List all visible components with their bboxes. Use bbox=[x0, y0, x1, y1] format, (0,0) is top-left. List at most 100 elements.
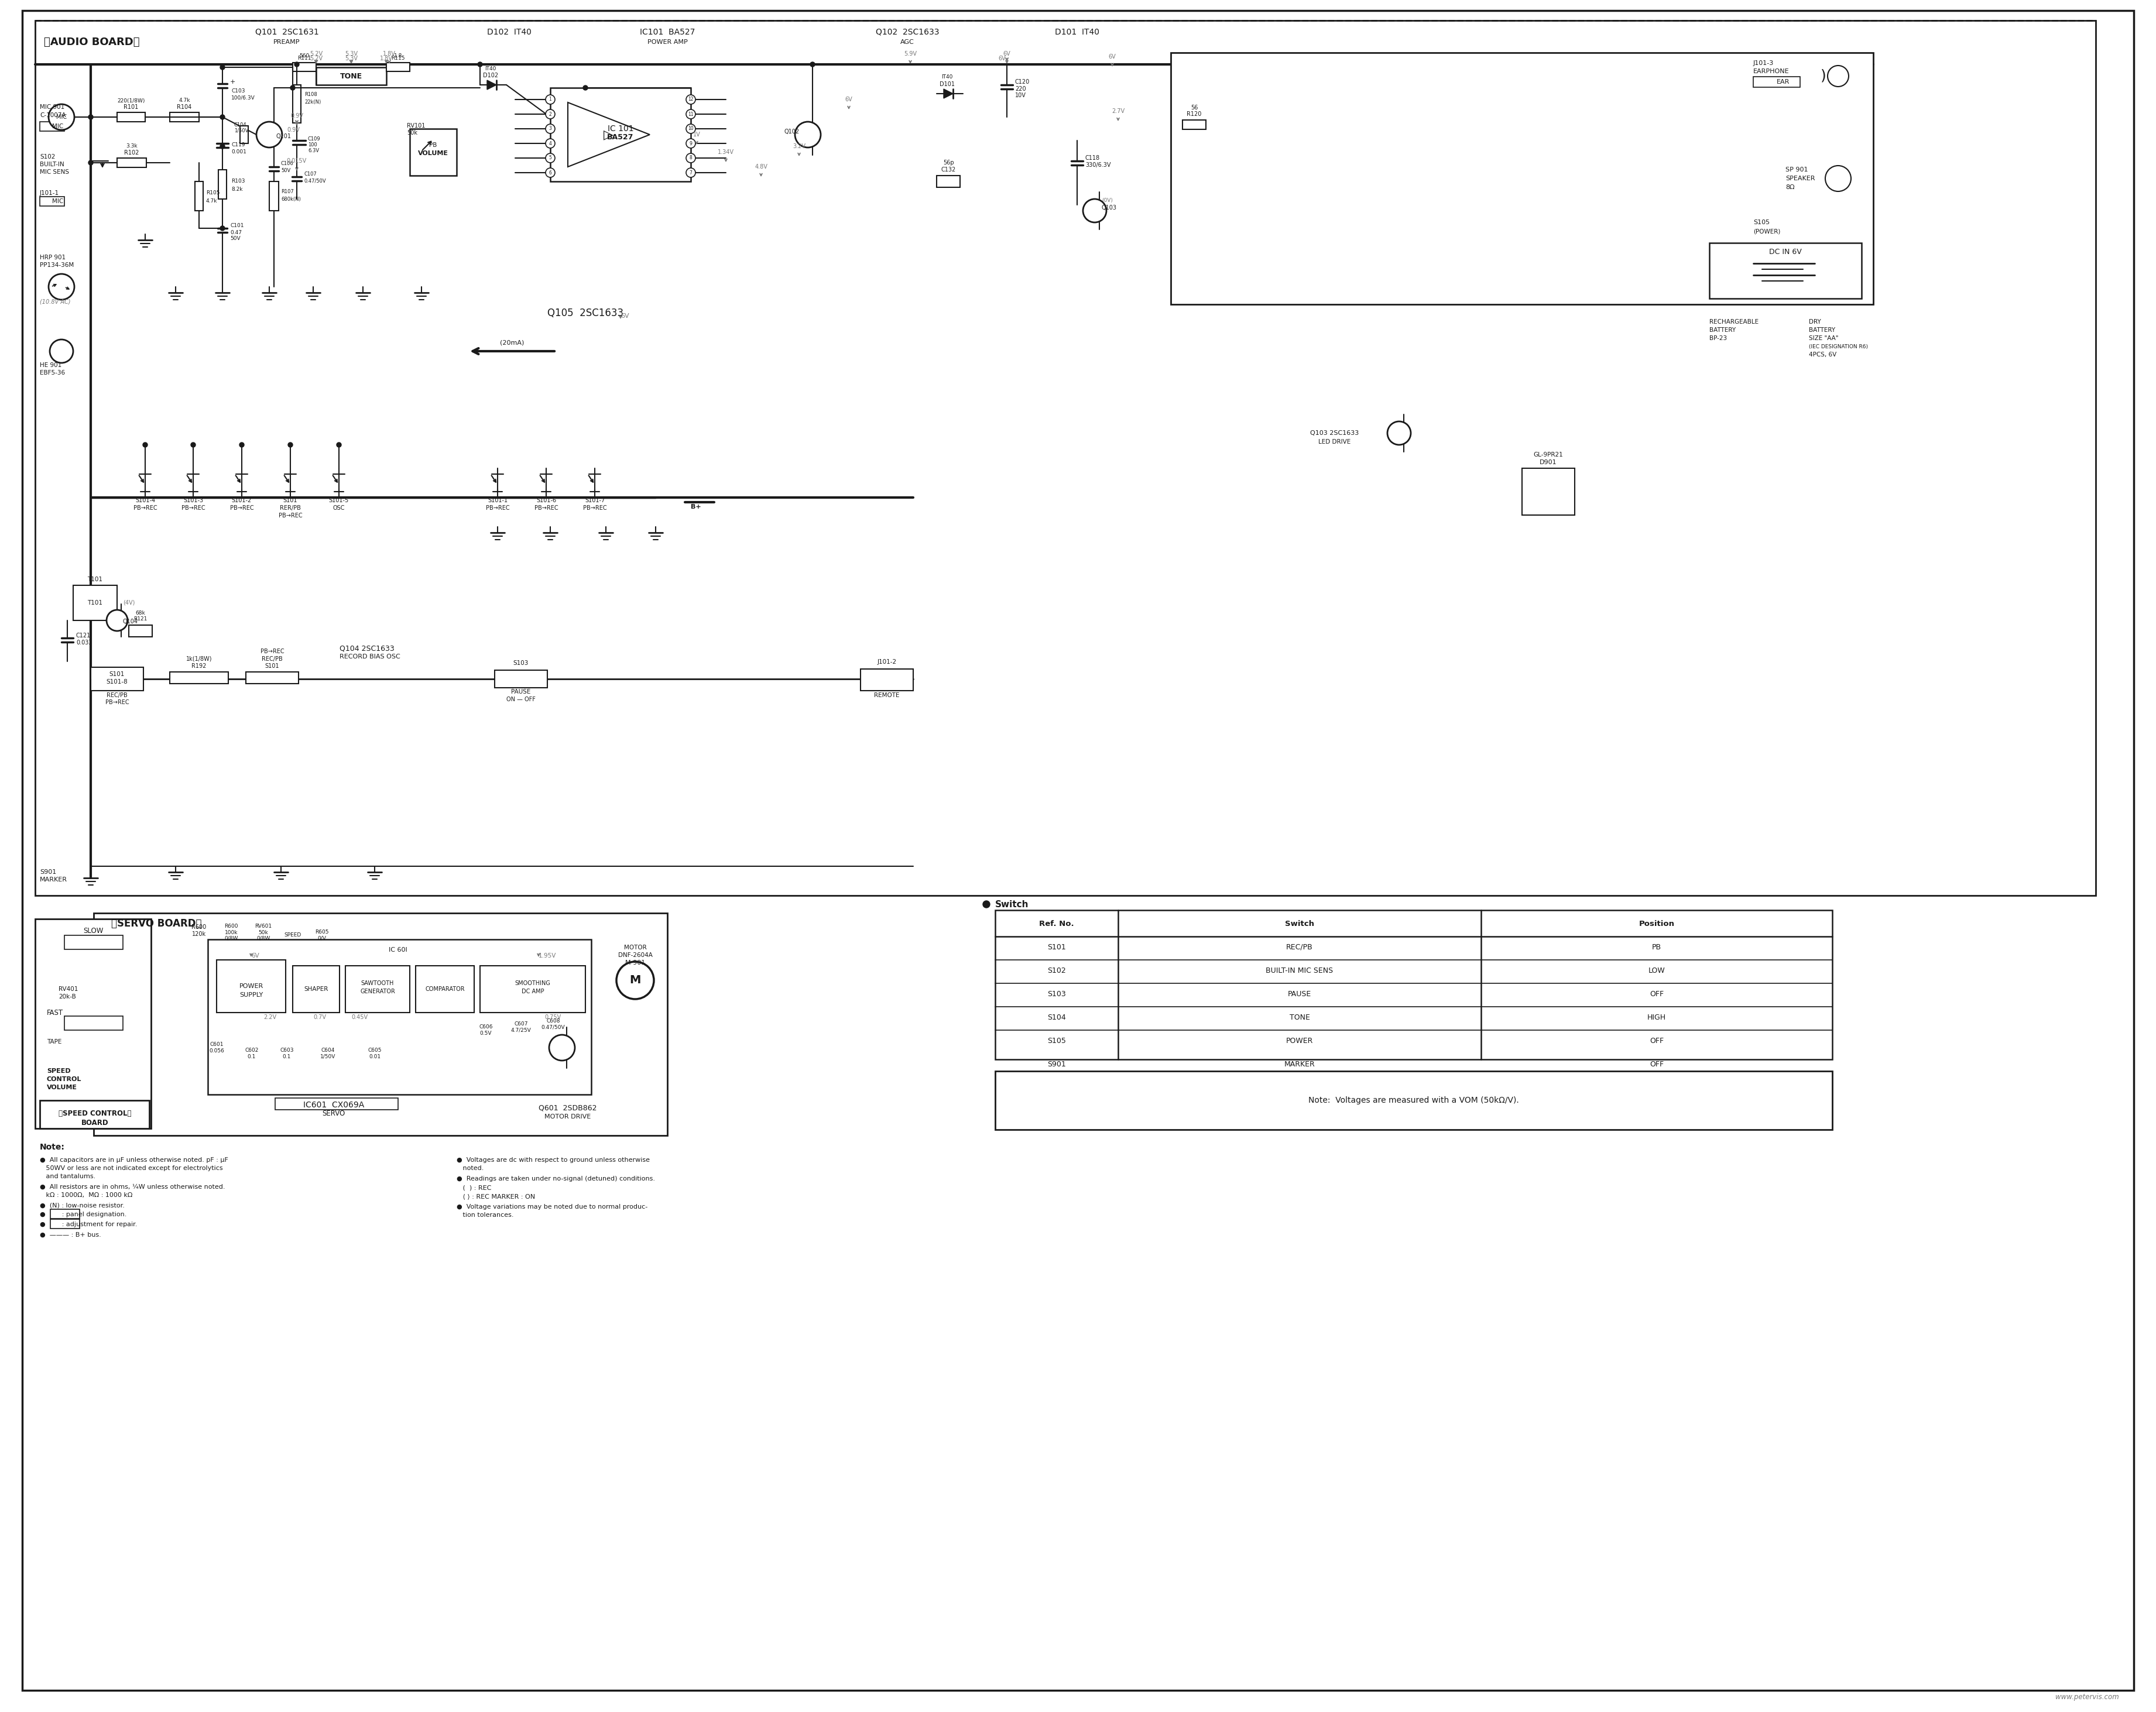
Text: 100: 100 bbox=[308, 142, 317, 147]
Circle shape bbox=[295, 62, 300, 67]
Text: ●  Voltages are dc with respect to ground unless otherwise: ● Voltages are dc with respect to ground… bbox=[457, 1157, 649, 1162]
Text: SUPPLY: SUPPLY bbox=[239, 991, 263, 998]
Text: REC/PB: REC/PB bbox=[261, 656, 282, 663]
Circle shape bbox=[239, 442, 244, 447]
Text: 1/50V: 1/50V bbox=[235, 128, 248, 134]
Text: OFF: OFF bbox=[1649, 1060, 1664, 1068]
Text: SIZE "AA": SIZE "AA" bbox=[1809, 336, 1839, 341]
Bar bbox=[216, 960, 287, 1012]
Text: PP134-36M: PP134-36M bbox=[39, 262, 73, 269]
Circle shape bbox=[983, 901, 990, 907]
Text: Ref. No.: Ref. No. bbox=[1039, 919, 1074, 928]
Circle shape bbox=[1828, 65, 1848, 87]
Bar bbox=[91, 668, 144, 690]
Text: Q102  2SC1633: Q102 2SC1633 bbox=[875, 27, 940, 36]
Circle shape bbox=[257, 122, 282, 147]
Text: RV401: RV401 bbox=[58, 986, 78, 991]
Text: 【SERVO BOARD】: 【SERVO BOARD】 bbox=[112, 918, 203, 930]
Text: www.petervis.com: www.petervis.com bbox=[2055, 1693, 2119, 1702]
Text: 8.2k: 8.2k bbox=[231, 187, 244, 192]
Circle shape bbox=[50, 339, 73, 363]
Bar bbox=[416, 966, 474, 1012]
Text: ⟨ ⟩ : REC MARKER : ON: ⟨ ⟩ : REC MARKER : ON bbox=[457, 1193, 535, 1200]
Text: S901: S901 bbox=[1048, 1060, 1065, 1068]
Text: IC601  CX069A: IC601 CX069A bbox=[304, 1101, 364, 1109]
Text: S105: S105 bbox=[1048, 1037, 1065, 1044]
Text: PAUSE: PAUSE bbox=[511, 688, 530, 695]
Text: CONTROL: CONTROL bbox=[47, 1077, 82, 1082]
Bar bbox=[93, 912, 668, 1135]
Text: 50WV or less are not indicated except for electrolytics: 50WV or less are not indicated except fo… bbox=[39, 1166, 222, 1171]
Text: S101: S101 bbox=[282, 498, 298, 503]
Bar bbox=[345, 966, 410, 1012]
Text: 330/6.3V: 330/6.3V bbox=[1084, 163, 1110, 168]
Text: tion tolerances.: tion tolerances. bbox=[457, 1212, 513, 1217]
Text: GENERATOR: GENERATOR bbox=[360, 988, 395, 995]
Text: ●  (N) : low-noise resistor.: ● (N) : low-noise resistor. bbox=[39, 1204, 125, 1209]
Text: S101-2: S101-2 bbox=[231, 498, 252, 503]
Circle shape bbox=[220, 144, 224, 149]
Circle shape bbox=[545, 168, 554, 178]
Bar bbox=[50, 1219, 80, 1229]
Text: 12: 12 bbox=[688, 98, 694, 103]
Text: RV601
50k
0/8W: RV601 50k 0/8W bbox=[254, 924, 272, 942]
Text: D901: D901 bbox=[1539, 459, 1557, 466]
Text: POWER: POWER bbox=[239, 983, 263, 990]
Text: 3.2V: 3.2V bbox=[793, 144, 806, 149]
Text: COMPARATOR: COMPARATOR bbox=[425, 986, 466, 991]
Text: SMOOTHING: SMOOTHING bbox=[515, 981, 550, 986]
Text: RECORD BIAS OSC: RECORD BIAS OSC bbox=[338, 654, 401, 659]
Text: 56: 56 bbox=[1190, 104, 1199, 111]
Circle shape bbox=[50, 274, 73, 300]
Text: 6V: 6V bbox=[1003, 51, 1011, 56]
Text: 2: 2 bbox=[550, 111, 552, 116]
Text: 5.3V: 5.3V bbox=[345, 51, 358, 56]
Text: 4.7k: 4.7k bbox=[179, 98, 190, 103]
Text: R605
0/V: R605 0/V bbox=[315, 930, 330, 942]
Text: 6V: 6V bbox=[1108, 53, 1117, 60]
Bar bbox=[386, 63, 410, 72]
Text: BP-23: BP-23 bbox=[1710, 336, 1727, 341]
Circle shape bbox=[50, 104, 73, 130]
Text: SPEED: SPEED bbox=[47, 1068, 71, 1073]
Text: REC/PB: REC/PB bbox=[106, 692, 127, 698]
Text: R120: R120 bbox=[1186, 111, 1201, 116]
Polygon shape bbox=[567, 103, 649, 166]
Text: REMOTE: REMOTE bbox=[873, 692, 899, 698]
Text: Position: Position bbox=[1639, 919, 1675, 928]
Text: C607
4.7/25V: C607 4.7/25V bbox=[511, 1022, 530, 1032]
Text: Q601  2SDB862: Q601 2SDB862 bbox=[539, 1104, 597, 1111]
Bar bbox=[293, 966, 338, 1012]
Text: Switch: Switch bbox=[1285, 919, 1315, 928]
Circle shape bbox=[686, 168, 696, 178]
Text: D101  IT40: D101 IT40 bbox=[1054, 27, 1100, 36]
Bar bbox=[270, 181, 278, 211]
Text: Q101  2SC1631: Q101 2SC1631 bbox=[254, 27, 319, 36]
Text: VOLUME: VOLUME bbox=[47, 1085, 78, 1091]
Text: S101: S101 bbox=[265, 663, 280, 669]
Text: MARKER: MARKER bbox=[1285, 1060, 1315, 1068]
Bar bbox=[239, 127, 248, 144]
Text: M 901: M 901 bbox=[625, 960, 645, 966]
Text: S104: S104 bbox=[1048, 1014, 1065, 1020]
Text: S101-7: S101-7 bbox=[584, 498, 606, 503]
Bar bbox=[1710, 243, 1861, 298]
Text: IC101  BA527: IC101 BA527 bbox=[640, 27, 694, 36]
Text: J101-3: J101-3 bbox=[1753, 60, 1774, 67]
Bar bbox=[276, 1097, 399, 1109]
Bar bbox=[860, 669, 914, 690]
Bar bbox=[73, 586, 116, 620]
Text: TAPE: TAPE bbox=[47, 1039, 63, 1044]
Text: 1: 1 bbox=[550, 98, 552, 103]
Text: 20k-B: 20k-B bbox=[58, 995, 75, 1000]
Text: R121: R121 bbox=[134, 616, 147, 621]
Text: HIGH: HIGH bbox=[1647, 1014, 1667, 1020]
Text: (0V): (0V) bbox=[1102, 197, 1112, 202]
Bar bbox=[218, 169, 226, 199]
Text: C121: C121 bbox=[75, 633, 91, 639]
Text: 6.3V: 6.3V bbox=[308, 149, 319, 154]
Text: Note:  Voltages are measured with a VOM (50kΩ/V).: Note: Voltages are measured with a VOM (… bbox=[1309, 1096, 1520, 1104]
Text: C601
0.056: C601 0.056 bbox=[209, 1043, 224, 1053]
Text: 2.7V: 2.7V bbox=[1112, 108, 1125, 115]
Text: C603
0.1: C603 0.1 bbox=[280, 1048, 293, 1060]
